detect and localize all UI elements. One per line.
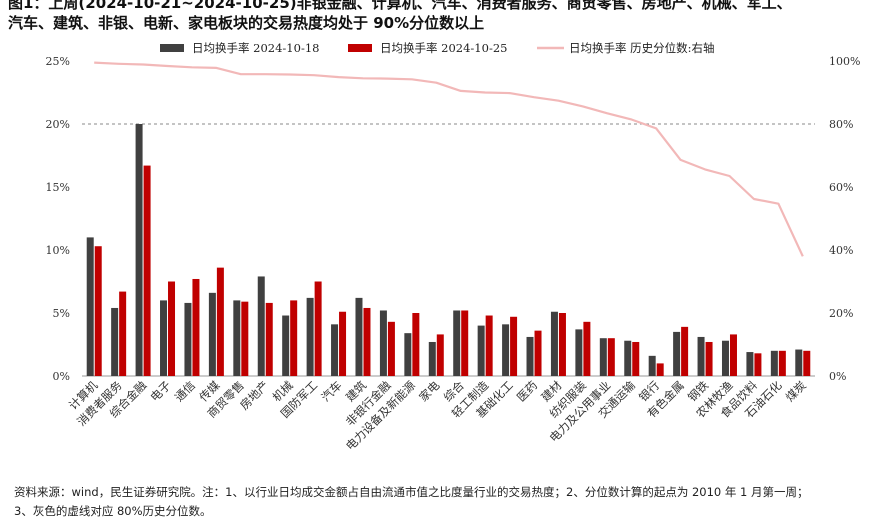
y-left-tick-label: 5% bbox=[53, 307, 70, 320]
bar-this-week bbox=[363, 307, 371, 376]
bar-this-week bbox=[412, 313, 420, 376]
x-tick-label: 医药 bbox=[514, 378, 540, 404]
bar-this-week bbox=[265, 302, 273, 376]
bar-prev-week bbox=[453, 310, 461, 376]
bar-this-week bbox=[436, 334, 444, 376]
bar-prev-week bbox=[208, 292, 216, 376]
bar-this-week bbox=[534, 330, 542, 376]
bar-prev-week bbox=[160, 300, 168, 376]
bar-this-week bbox=[632, 341, 640, 376]
chart-title-line-2: 汽车、建筑、非银、电新、家电板块的交易热度均处于 90%分位数以上 bbox=[8, 14, 485, 32]
percentile-line bbox=[94, 61, 804, 257]
bar-this-week bbox=[607, 338, 615, 376]
source-note-line-2: 3、灰色的虚线对应 80%历史分位数。 bbox=[14, 504, 212, 518]
bar-this-week bbox=[461, 310, 469, 376]
x-tick-label: 通信 bbox=[172, 378, 198, 404]
bar-this-week bbox=[803, 350, 811, 376]
bar-this-week bbox=[485, 315, 493, 376]
y-left-tick-label: 15% bbox=[46, 181, 70, 194]
bar-prev-week bbox=[233, 300, 241, 376]
x-tick-label: 家电 bbox=[416, 378, 443, 405]
bar-this-week bbox=[216, 267, 224, 376]
bar-this-week bbox=[510, 316, 518, 376]
chart-title: 图1：上周(2024-10-21~2024-10-25)非银金融、计算机、汽车、… bbox=[8, 0, 878, 33]
bar-prev-week bbox=[111, 307, 119, 376]
bar-line-chart: 0%5%10%15%20%25%0%20%40%60%80%100%计算机消费者… bbox=[46, 41, 861, 453]
bar-prev-week bbox=[526, 336, 534, 376]
bar-this-week bbox=[119, 291, 127, 376]
bar-prev-week bbox=[404, 333, 412, 376]
bar-prev-week bbox=[721, 340, 729, 376]
chart-title-line-1: 图1：上周(2024-10-21~2024-10-25)非银金融、计算机、汽车、… bbox=[8, 0, 792, 12]
bar-this-week bbox=[192, 278, 200, 376]
bar-prev-week bbox=[477, 325, 485, 376]
x-tick-label: 房地产 bbox=[237, 378, 271, 412]
legend-swatch bbox=[348, 44, 372, 52]
y-left-tick-label: 10% bbox=[46, 244, 70, 257]
legend-swatch bbox=[160, 44, 184, 52]
bar-prev-week bbox=[502, 324, 510, 376]
y-right-tick-label: 60% bbox=[829, 181, 853, 194]
bar-prev-week bbox=[135, 124, 143, 376]
bar-this-week bbox=[241, 301, 249, 376]
bar-prev-week bbox=[282, 315, 290, 376]
x-tick-label: 煤炭 bbox=[783, 378, 809, 404]
bar-this-week bbox=[754, 353, 762, 376]
y-right-tick-label: 40% bbox=[829, 244, 853, 257]
x-tick-label: 电子 bbox=[147, 378, 173, 404]
bar-prev-week bbox=[306, 297, 314, 376]
legend-label: 日均换手率 2024-10-25 bbox=[380, 41, 507, 55]
y-left-tick-label: 0% bbox=[53, 370, 70, 383]
bar-this-week bbox=[143, 165, 151, 376]
bar-prev-week bbox=[648, 355, 656, 376]
bar-this-week bbox=[656, 363, 664, 376]
source-note-line-1: 资料来源：wind，民生证券研究院。注：1、以行业日均成交金额占自由流通市值之比… bbox=[14, 485, 809, 499]
bar-prev-week bbox=[331, 324, 339, 376]
bar-prev-week bbox=[575, 329, 583, 376]
y-left-tick-label: 25% bbox=[46, 55, 70, 68]
bar-this-week bbox=[729, 334, 737, 376]
bar-this-week bbox=[339, 311, 347, 376]
bar-prev-week bbox=[624, 340, 632, 376]
bar-this-week bbox=[314, 281, 322, 376]
y-left-tick-label: 20% bbox=[46, 118, 70, 131]
legend-label: 日均换手率 2024-10-18 bbox=[192, 41, 319, 55]
bar-this-week bbox=[558, 313, 566, 376]
bar-prev-week bbox=[697, 336, 705, 376]
bar-prev-week bbox=[184, 302, 192, 376]
bar-prev-week bbox=[257, 276, 265, 376]
bar-this-week bbox=[387, 321, 395, 376]
bar-this-week bbox=[681, 326, 689, 376]
y-right-tick-label: 20% bbox=[829, 307, 853, 320]
bar-prev-week bbox=[770, 350, 778, 376]
bar-this-week bbox=[778, 350, 786, 376]
bar-this-week bbox=[705, 341, 713, 376]
bar-prev-week bbox=[599, 338, 607, 376]
y-right-tick-label: 80% bbox=[829, 118, 853, 131]
y-right-tick-label: 0% bbox=[829, 370, 846, 383]
source-note: 资料来源：wind，民生证券研究院。注：1、以行业日均成交金额占自由流通市值之比… bbox=[14, 483, 880, 521]
y-right-tick-label: 100% bbox=[829, 55, 860, 68]
bar-prev-week bbox=[428, 341, 436, 376]
bar-this-week bbox=[168, 281, 176, 376]
bar-this-week bbox=[290, 300, 298, 376]
bar-prev-week bbox=[355, 297, 363, 376]
bar-prev-week bbox=[550, 311, 558, 376]
legend-label: 日均换手率 历史分位数:右轴 bbox=[569, 41, 715, 55]
x-tick-label: 汽车 bbox=[319, 378, 345, 404]
bar-prev-week bbox=[86, 237, 94, 376]
bar-prev-week bbox=[795, 349, 803, 376]
bar-this-week bbox=[94, 246, 102, 376]
bar-this-week bbox=[583, 321, 591, 376]
bar-prev-week bbox=[673, 331, 681, 376]
bar-prev-week bbox=[746, 352, 754, 376]
bar-prev-week bbox=[379, 310, 387, 376]
